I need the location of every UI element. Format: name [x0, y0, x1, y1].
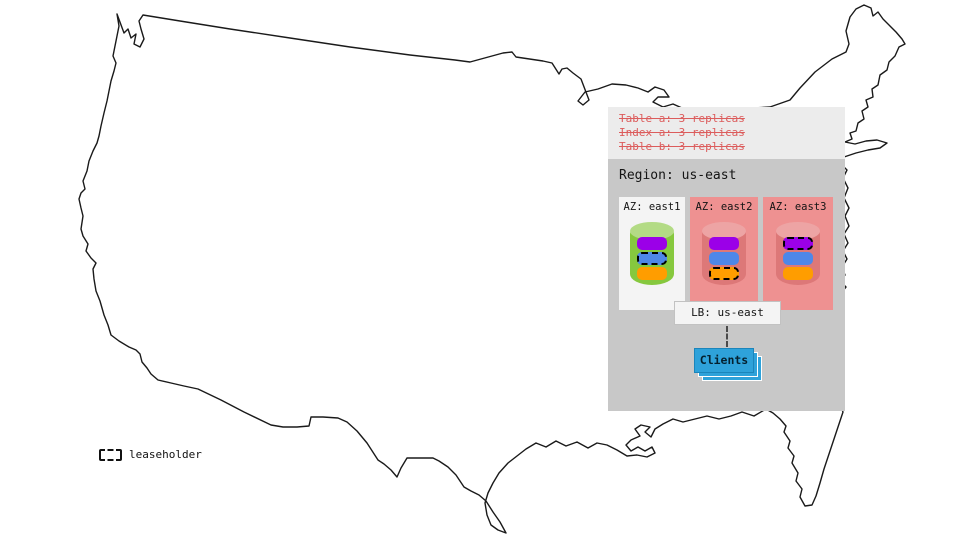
replica-bar: [783, 267, 813, 280]
load-balancer-box: LB: us-east: [674, 301, 781, 325]
az-box-east3: AZ: east3: [763, 197, 833, 310]
zone-config-panel: Table a: 3 replicas Index a: 3 replicas …: [608, 107, 845, 159]
leaseholder-swatch: [99, 448, 122, 461]
az-row: AZ: east1 AZ: east2 AZ: east3: [619, 197, 833, 310]
az-label: AZ: east3: [769, 201, 827, 213]
leaseholder-legend: leaseholder: [99, 448, 202, 461]
replica-bars: [630, 223, 674, 280]
az-box-east1: AZ: east1: [619, 197, 685, 310]
replica-bar: [637, 267, 667, 280]
database-cylinder: [702, 222, 746, 285]
replica-bar: [637, 237, 667, 250]
clients-box: Clients: [694, 348, 754, 373]
database-cylinder: [630, 222, 674, 285]
az-label: AZ: east2: [695, 201, 753, 213]
zone-config-line: Table b: 3 replicas: [619, 140, 745, 153]
replica-bar-leaseholder: [783, 237, 813, 250]
replica-bar-leaseholder: [709, 267, 739, 280]
database-cylinder: [776, 222, 820, 285]
replica-bars: [702, 223, 746, 280]
az-box-east2: AZ: east2: [690, 197, 758, 310]
lb-clients-connector: [726, 326, 728, 347]
az-label: AZ: east1: [623, 201, 681, 213]
zone-config-line: Index a: 3 replicas: [619, 126, 745, 139]
replica-bar: [783, 252, 813, 265]
replica-bar-leaseholder: [637, 252, 667, 265]
replica-bar: [709, 237, 739, 250]
region-title: Region: us-east: [619, 168, 737, 183]
replica-bars: [776, 223, 820, 280]
replica-bar: [709, 252, 739, 265]
zone-config-line: Table a: 3 replicas: [619, 112, 745, 125]
leaseholder-label: leaseholder: [129, 448, 202, 461]
